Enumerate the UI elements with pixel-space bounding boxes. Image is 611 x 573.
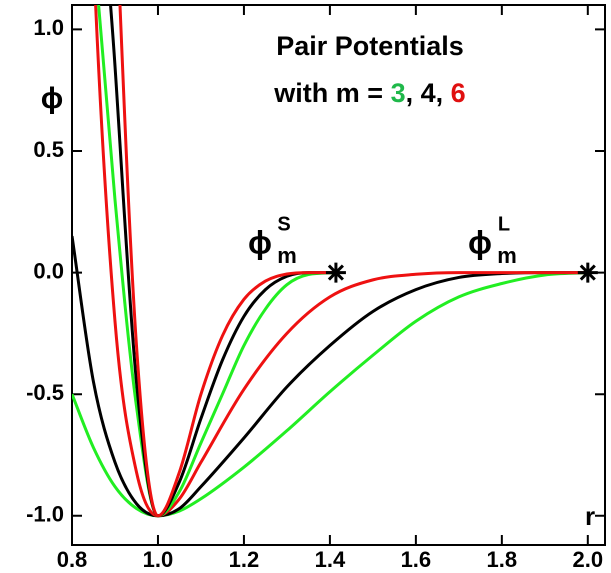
line [72,271,588,518]
x-tick-label: 1.2 [229,547,260,572]
x-tick-label: 1.4 [315,547,346,572]
y-tick-label: 1.0 [33,15,64,40]
y-tick-label: -1.0 [26,502,64,527]
subtitle-part: , [406,78,421,108]
annotation-superscript: L [498,213,510,235]
subtitle-part: 6 [451,78,466,108]
y-tick-label: -0.5 [26,380,64,405]
x-tick-label: 1.6 [401,547,432,572]
subtitle-part: , [436,78,451,108]
x-tick-label: 0.8 [57,547,88,572]
line [72,235,588,518]
annotation-superscript: S [277,213,290,235]
y-tick-label: 0.0 [33,258,64,283]
x-tick-label: 2.0 [573,547,604,572]
x-tick-label: 1.8 [487,547,518,572]
plot-frame [71,4,606,546]
y-axis-label: ϕ [41,82,64,115]
subtitle-part: 4 [421,78,436,108]
line [96,5,337,518]
chart-subtitle: with m = 3, 4, 6 [273,78,465,108]
subtitle-part: 3 [391,78,406,108]
y-tick-label: 0.5 [33,137,64,162]
annotation-symbol: ϕ [468,224,492,260]
x-tick-label: 1.0 [143,547,174,572]
cutoff-marker [325,262,346,283]
line [94,5,588,518]
x-axis-label: r [585,501,595,531]
plot-area [72,5,588,518]
annotation-subscript: m [277,243,297,268]
cutoff-marker [577,262,598,283]
annotation-subscript: m [497,243,517,268]
chart-title: Pair Potentials [276,31,464,61]
subtitle-part: with m = [273,78,390,108]
line [118,5,336,518]
annotation-symbol: ϕ [248,224,272,260]
